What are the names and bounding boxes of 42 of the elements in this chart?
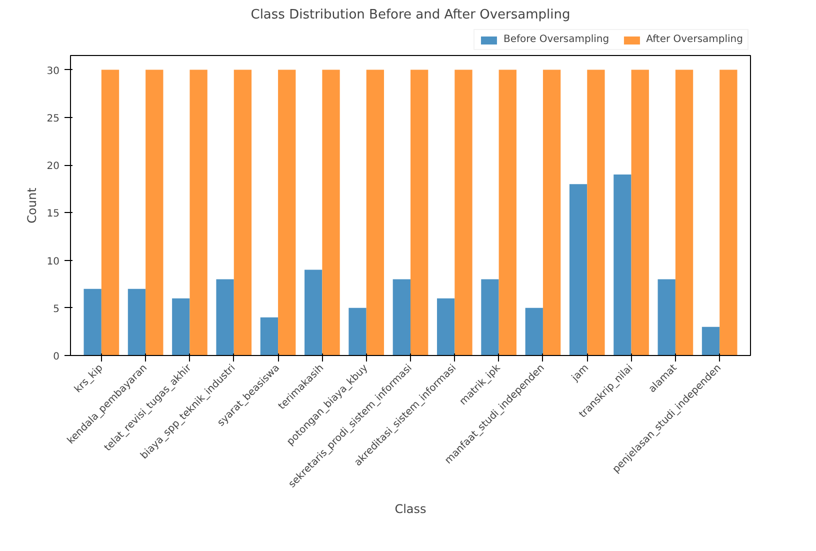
bar: [322, 70, 340, 356]
bar: [190, 70, 208, 356]
y-tick-label: 15: [46, 208, 60, 220]
y-tick-label: 20: [46, 161, 60, 172]
y-tick-label: 25: [46, 113, 60, 124]
y-tick-label: 30: [46, 66, 60, 77]
bar: [702, 326, 720, 356]
bar: [146, 70, 164, 356]
bar: [614, 174, 632, 356]
bar: [366, 70, 384, 356]
bar: [631, 70, 649, 356]
bar: [348, 308, 366, 356]
bar: [234, 70, 252, 356]
bar: [569, 184, 588, 356]
bar: [392, 279, 410, 356]
bar: [436, 298, 455, 356]
bar: [481, 279, 499, 356]
bar: [658, 279, 676, 356]
bar: [525, 308, 543, 356]
y-tick-label: 0: [53, 352, 60, 362]
bar: [278, 70, 296, 356]
bar: [260, 317, 278, 356]
legend-label: After Oversampling: [646, 34, 743, 45]
legend-label: Before Oversampling: [503, 34, 610, 45]
bar: [454, 70, 472, 356]
bar: [172, 298, 190, 356]
bar: [542, 70, 561, 356]
bar: [587, 70, 605, 356]
bar: [720, 70, 738, 356]
bar: [498, 70, 516, 356]
chart-title: Class Distribution Before and After Oversampling: [250, 8, 570, 22]
bar: [410, 70, 428, 356]
bar: [128, 288, 146, 356]
bar: [675, 70, 694, 356]
y-tick-label: 5: [53, 304, 60, 315]
x-axis-title: Class: [394, 502, 426, 516]
bar: [304, 270, 322, 356]
bar: [216, 279, 234, 356]
bar: [101, 70, 120, 356]
bar: [84, 288, 102, 356]
y-tick-label: 10: [46, 256, 60, 268]
y-axis-title: Count: [24, 187, 39, 224]
